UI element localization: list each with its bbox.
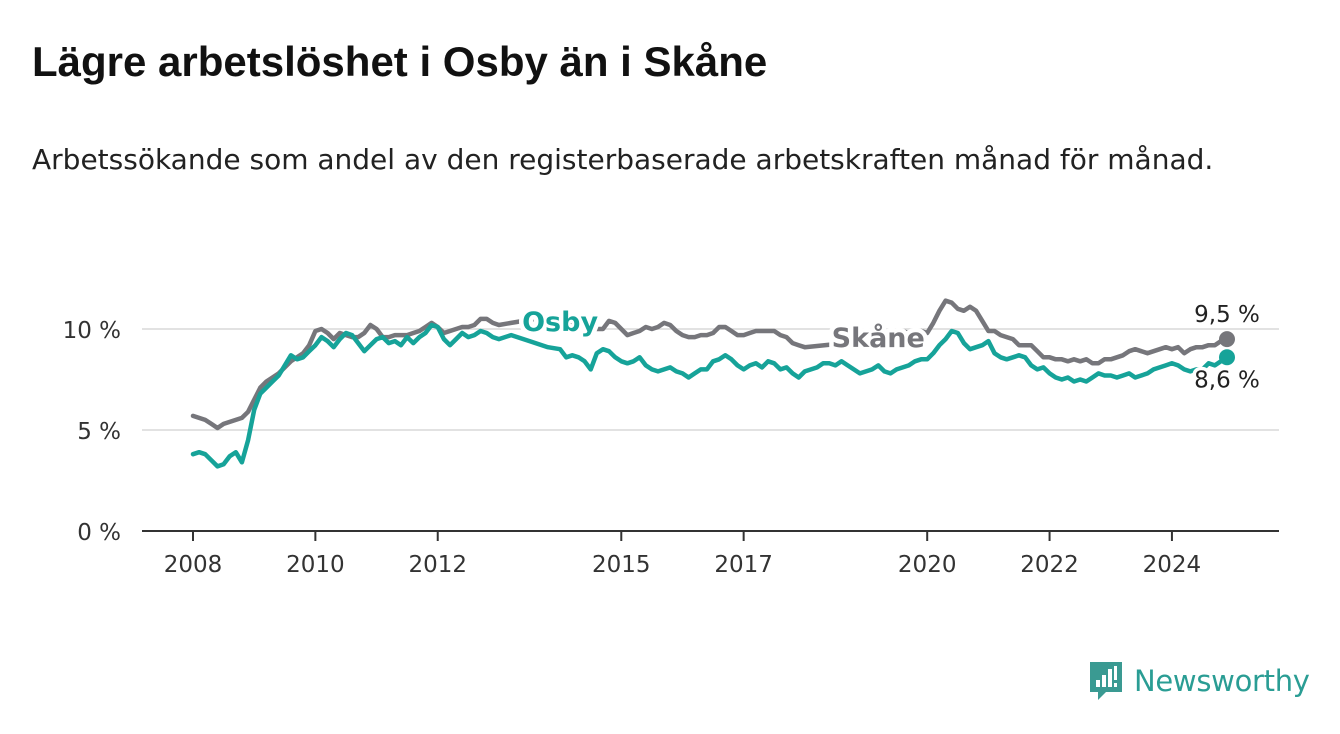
x-tick-label: 2017 (714, 552, 773, 578)
x-tick-label: 2010 (286, 552, 345, 578)
y-axis-ticks: 0 % 5 % 10 % (63, 318, 121, 546)
newsworthy-brand: Newsworthy (1088, 660, 1310, 702)
brand-name: Newsworthy (1134, 664, 1310, 698)
end-value-label: 9,5 % (1194, 302, 1260, 328)
x-tick-label: 2024 (1143, 552, 1202, 578)
line-chart: 0 %5 %10 % 2008 2010 2012 2015 2017 2020 2022 2… (63, 298, 1279, 578)
y-tick-label: 0 % (77, 520, 121, 546)
gridlines (142, 328, 1279, 431)
y-tick-label: 5 % (77, 419, 121, 445)
series-line-osby (190, 322, 1230, 469)
series-end-point (1219, 349, 1235, 366)
end-value-label-halo: 8,6 % (1194, 367, 1260, 393)
newsworthy-logo-icon (1090, 662, 1122, 700)
x-tick-label: 2015 (592, 552, 651, 578)
series-label: Skåne (832, 322, 925, 354)
end-value-label-halo: 9,5 % (1194, 302, 1260, 328)
x-tick-label: 2020 (898, 552, 957, 578)
series-label-halo: Osby (522, 307, 598, 338)
end-value-label: 8,6 % (1194, 367, 1260, 393)
chart-subtitle: Arbetssökande som andel av den registerb… (32, 143, 1214, 176)
x-axis-ticks: 2008 2010 2012 2015 2017 2020 2022 2024 (164, 531, 1201, 578)
chart-title: Lägre arbetslöshet i Osby än i Skåne (32, 38, 768, 85)
x-tick-label: 2022 (1020, 552, 1079, 578)
series-label-halo: Skåne (832, 322, 925, 354)
y-tick-label: 10 % (63, 318, 121, 344)
series-label: Osby (522, 307, 598, 338)
series-lines (190, 298, 1235, 469)
x-tick-label: 2008 (164, 552, 223, 578)
series-end-point (1219, 331, 1235, 348)
x-tick-label: 2012 (408, 552, 467, 578)
